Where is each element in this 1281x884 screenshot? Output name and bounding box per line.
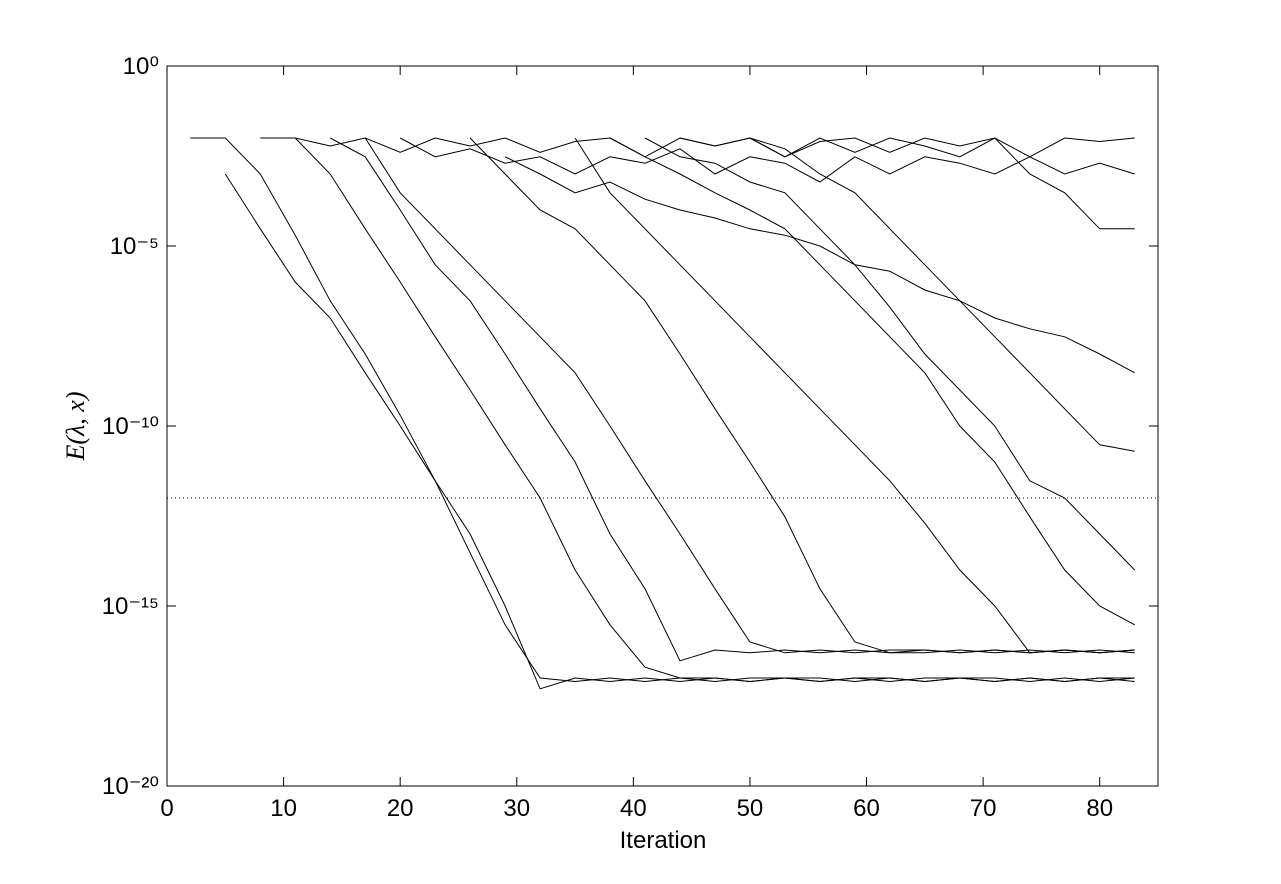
series-line bbox=[574, 137, 1135, 654]
y-tick-label: 10⁻¹⁵ bbox=[102, 593, 159, 620]
y-tick-label: 10⁻²⁰ bbox=[102, 773, 159, 800]
series-line bbox=[469, 137, 1135, 654]
x-tick-label: 70 bbox=[970, 795, 997, 822]
series-line bbox=[679, 137, 1135, 230]
x-tick-label: 10 bbox=[270, 795, 297, 822]
series-line bbox=[294, 137, 1135, 683]
x-tick-label: 40 bbox=[620, 795, 647, 822]
series-line bbox=[749, 137, 1135, 452]
series-line bbox=[329, 137, 1135, 662]
series-line bbox=[399, 137, 1135, 183]
x-axis-label: Iteration bbox=[620, 827, 707, 854]
x-tick-label: 20 bbox=[387, 795, 414, 822]
x-tick-label: 0 bbox=[160, 795, 173, 822]
x-tick-label: 30 bbox=[503, 795, 530, 822]
series-line bbox=[644, 137, 1136, 571]
y-tick-label: 10⁻¹⁰ bbox=[102, 413, 159, 440]
y-tick-label: 10⁰ bbox=[123, 53, 159, 80]
y-tick-label: 10⁻⁵ bbox=[110, 233, 159, 260]
series-line bbox=[504, 156, 1135, 374]
series-line bbox=[609, 137, 1135, 626]
x-tick-label: 80 bbox=[1086, 795, 1113, 822]
x-tick-label: 60 bbox=[853, 795, 880, 822]
x-tick-label: 50 bbox=[737, 795, 764, 822]
y-axis-label: E(λ, x) bbox=[61, 392, 90, 462]
